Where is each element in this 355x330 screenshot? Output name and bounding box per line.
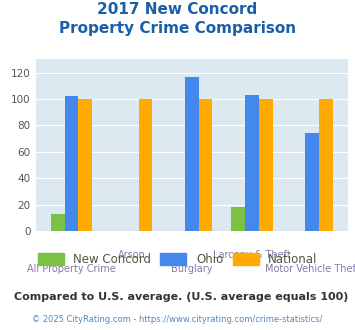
Bar (65, 96, 78, 231)
Bar (138, 99, 152, 231)
Text: Motor Vehicle Theft: Motor Vehicle Theft (264, 264, 355, 274)
Text: Larceny & Theft: Larceny & Theft (213, 250, 291, 260)
Bar (231, 207, 245, 231)
Bar (78, 99, 92, 231)
Bar (305, 133, 319, 231)
Bar (259, 99, 273, 231)
Bar (319, 99, 333, 231)
Text: 2017 New Concord: 2017 New Concord (97, 2, 258, 16)
Text: Compared to U.S. average. (U.S. average equals 100): Compared to U.S. average. (U.S. average … (14, 292, 349, 302)
Bar (245, 95, 259, 231)
Text: Property Crime Comparison: Property Crime Comparison (59, 21, 296, 36)
Bar (198, 99, 212, 231)
Text: Arson: Arson (118, 250, 146, 260)
Text: Burglary: Burglary (171, 264, 212, 274)
Bar (51, 214, 65, 231)
Text: © 2025 CityRating.com - https://www.cityrating.com/crime-statistics/: © 2025 CityRating.com - https://www.city… (32, 315, 323, 324)
Text: All Property Crime: All Property Crime (27, 264, 116, 274)
Bar (185, 77, 198, 231)
Legend: New Concord, Ohio, National: New Concord, Ohio, National (33, 248, 322, 271)
